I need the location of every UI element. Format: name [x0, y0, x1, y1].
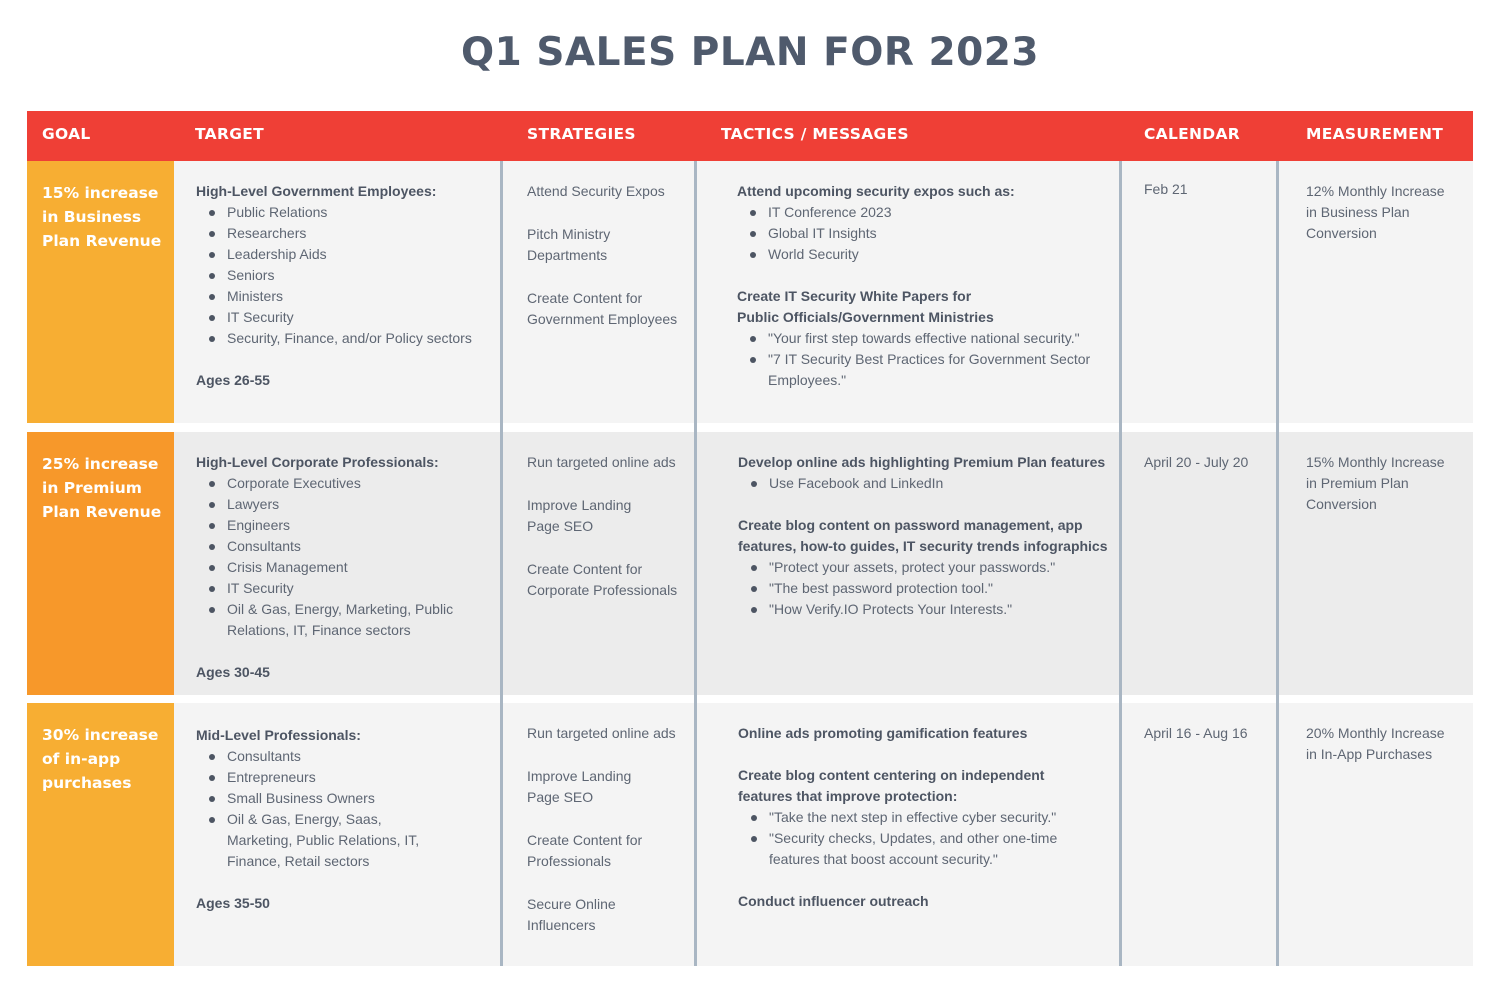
tactic-list: "Your first step towards effective natio… — [737, 328, 1097, 391]
tactics-cell: Attend upcoming security expos such as: … — [737, 181, 1097, 391]
tactic-heading: Conduct influencer outreach — [738, 893, 929, 909]
target-heading: Mid-Level Professionals: — [196, 727, 361, 743]
list-item: Engineers — [209, 515, 456, 536]
list-item: Corporate Executives — [209, 473, 456, 494]
list-item: "Protect your assets, protect your passw… — [751, 557, 1113, 578]
strategies-cell: Attend Security Expos Pitch Ministry Dep… — [527, 181, 687, 352]
calendar-cell: Feb 21 — [1144, 181, 1188, 197]
tactics-cell: Online ads promoting gamification featur… — [738, 723, 1088, 912]
header-strategies: STRATEGIES — [527, 125, 636, 143]
target-heading: High-Level Corporate Professionals: — [196, 454, 439, 470]
list-item: IT Conference 2023 — [750, 202, 1097, 223]
strategy-item: Improve Landing Page SEO — [527, 497, 632, 534]
target-ages: Ages 35-50 — [196, 895, 270, 911]
header-measurement: MEASUREMENT — [1306, 125, 1444, 143]
strategy-item: Create Content for Corporate Professiona… — [527, 561, 678, 598]
strategy-item: Create Content for Professionals — [527, 832, 643, 869]
list-item: World Security — [750, 244, 1097, 265]
tactic-heading: Online ads promoting gamification featur… — [738, 725, 1028, 741]
list-item: Oil & Gas, Energy, Marketing, Public Rel… — [209, 599, 456, 641]
list-item: Leadership Aids — [209, 244, 496, 265]
strategies-cell: Run targeted online ads Improve Landing … — [527, 452, 687, 623]
row-separator — [27, 695, 1473, 703]
tactic-heading: Create blog content centering on indepen… — [738, 767, 1045, 804]
list-item: "Your first step towards effective natio… — [750, 328, 1097, 349]
strategy-item: Attend Security Expos — [527, 183, 665, 199]
list-item: "Take the next step in effective cyber s… — [751, 807, 1059, 828]
page-title: Q1 SALES PLAN FOR 2023 — [460, 30, 1040, 75]
list-item: "How Verify.IO Protects Your Interests." — [751, 599, 1113, 620]
calendar-cell: April 16 - Aug 16 — [1144, 725, 1248, 741]
table-header-row: GOAL TARGET STRATEGIES TACTICS / MESSAGE… — [27, 111, 1473, 161]
row-separator — [27, 423, 1473, 432]
list-item: Public Relations — [209, 202, 496, 223]
tactic-list: IT Conference 2023 Global IT Insights Wo… — [737, 202, 1097, 265]
target-cell: High-Level Government Employees: Public … — [196, 181, 496, 391]
tactic-heading: Create blog content on password manageme… — [738, 517, 1108, 554]
list-item: IT Security — [209, 578, 456, 599]
calendar-cell: April 20 - July 20 — [1144, 454, 1249, 470]
header-tactics: TACTICS / MESSAGES — [721, 125, 909, 143]
goal-cell: 30% increase of in-app purchases — [27, 703, 174, 966]
target-ages: Ages 30-45 — [196, 664, 270, 680]
tactic-list: "Take the next step in effective cyber s… — [738, 807, 1059, 870]
list-item: Use Facebook and LinkedIn — [751, 473, 1113, 494]
measurement-cell: 15% Monthly Increase in Premium Plan Con… — [1306, 454, 1445, 512]
list-item: Researchers — [209, 223, 496, 244]
measurement-cell: 12% Monthly Increase in Business Plan Co… — [1306, 183, 1445, 241]
goal-cell: 15% increase in Business Plan Revenue — [27, 161, 174, 423]
column-divider — [500, 161, 503, 966]
target-ages: Ages 26-55 — [196, 372, 270, 388]
goal-text: 25% increase in Premium Plan Revenue — [42, 455, 162, 521]
table-row: 15% increase in Business Plan Revenue Hi… — [27, 161, 1473, 423]
list-item: Ministers — [209, 286, 496, 307]
target-list: Consultants Entrepreneurs Small Business… — [196, 746, 441, 872]
strategy-item: Improve Landing Page SEO — [527, 768, 632, 805]
list-item: Entrepreneurs — [209, 767, 441, 788]
list-item: "The best password protection tool." — [751, 578, 1113, 599]
list-item: Global IT Insights — [750, 223, 1097, 244]
target-heading: High-Level Government Employees: — [196, 183, 437, 199]
strategy-item: Secure Online Influencers — [527, 896, 616, 933]
list-item: Small Business Owners — [209, 788, 441, 809]
strategy-item: Create Content for Government Employees — [527, 290, 678, 327]
target-list: Public Relations Researchers Leadership … — [196, 202, 496, 349]
list-item: Crisis Management — [209, 557, 456, 578]
tactic-heading: Develop online ads highlighting Premium … — [738, 454, 1106, 470]
header-goal: GOAL — [42, 125, 91, 143]
column-divider — [1119, 161, 1122, 966]
list-item: Security, Finance, and/or Policy sectors — [209, 328, 496, 349]
list-item: Consultants — [209, 746, 441, 767]
list-item: Oil & Gas, Energy, Saas, Marketing, Publ… — [209, 809, 441, 872]
goal-cell: 25% increase in Premium Plan Revenue — [27, 432, 174, 695]
list-item: Seniors — [209, 265, 496, 286]
column-divider — [694, 161, 697, 966]
table-row: 25% increase in Premium Plan Revenue Hig… — [27, 432, 1473, 695]
tactics-cell: Develop online ads highlighting Premium … — [738, 452, 1113, 620]
table-row: 30% increase of in-app purchases Mid-Lev… — [27, 703, 1473, 966]
strategy-item: Run targeted online ads — [527, 454, 676, 470]
list-item: Lawyers — [209, 494, 456, 515]
strategy-item: Pitch Ministry Departments — [527, 226, 611, 263]
list-item: Consultants — [209, 536, 456, 557]
column-divider — [1276, 161, 1279, 966]
strategies-cell: Run targeted online ads Improve Landing … — [527, 723, 687, 958]
target-cell: Mid-Level Professionals: Consultants Ent… — [196, 725, 441, 914]
measurement-cell: 20% Monthly Increase in In-App Purchases — [1306, 725, 1445, 762]
header-target: TARGET — [195, 125, 264, 143]
strategy-item: Run targeted online ads — [527, 725, 676, 741]
tactic-list: Use Facebook and LinkedIn — [738, 473, 1113, 494]
header-calendar: CALENDAR — [1144, 125, 1241, 143]
list-item: "7 IT Security Best Practices for Govern… — [750, 349, 1097, 391]
tactic-heading: Create IT Security White Papers for Publ… — [737, 288, 994, 325]
list-item: "Security checks, Updates, and other one… — [751, 828, 1059, 870]
tactic-list: "Protect your assets, protect your passw… — [738, 557, 1113, 620]
list-item: IT Security — [209, 307, 496, 328]
target-list: Corporate Executives Lawyers Engineers C… — [196, 473, 456, 641]
tactic-heading: Attend upcoming security expos such as: — [737, 183, 1015, 199]
goal-text: 15% increase in Business Plan Revenue — [42, 184, 162, 250]
target-cell: High-Level Corporate Professionals: Corp… — [196, 452, 456, 683]
goal-text: 30% increase of in-app purchases — [42, 726, 159, 792]
